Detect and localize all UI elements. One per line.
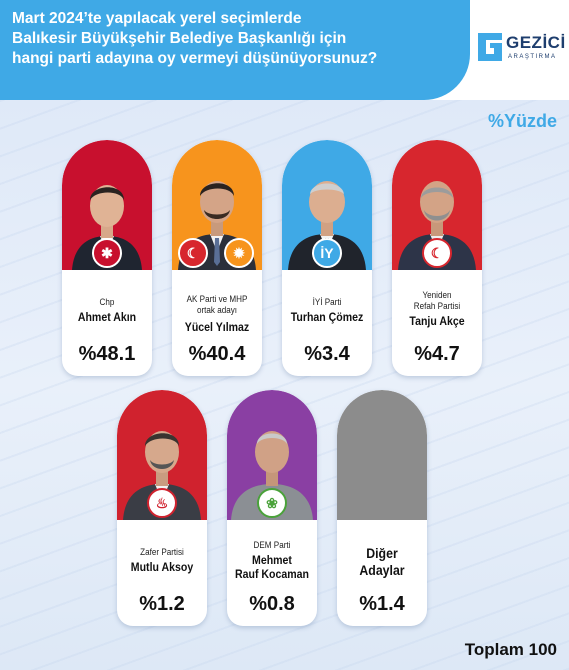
party-label-line: Yeniden — [422, 290, 452, 300]
candidate-card: ☾ ✹ AK Parti ve MHP ortak adayı Yücel Yıl… — [172, 140, 262, 376]
candidate-photo-placeholder — [337, 390, 427, 520]
total-label: Toplam 100 — [464, 640, 557, 659]
candidate-card: ♨ Zafer Partisi Mutlu Aksoy %1.2 — [117, 390, 207, 626]
party-label: Zafer Partisi — [140, 547, 184, 557]
vote-share: %40.4 — [188, 343, 246, 365]
logo-g-icon — [478, 33, 502, 61]
candidate-name-line: Adaylar — [359, 562, 405, 578]
candidate-name-line: Mehmet — [252, 553, 292, 567]
title-line: Balıkesir Büyükşehir Belediye Başkanlığı… — [12, 30, 347, 47]
vote-share: %4.7 — [414, 343, 460, 365]
chart-title: Mart 2024’te yapılacak yerel seçimlerde … — [12, 9, 452, 69]
candidate-card: ✱ Chp Ahmet Akın %48.1 — [62, 140, 152, 376]
candidate-photo: ☾ ✹ — [172, 140, 262, 270]
chp-logo-icon: ✱ — [92, 238, 122, 268]
vote-share: %1.4 — [359, 593, 405, 615]
candidate-name-line: Rauf Kocaman — [235, 567, 309, 581]
party-label: DEM Parti — [253, 540, 291, 550]
candidate-photo: ♨ — [117, 390, 207, 520]
party-label: İYİ Parti — [312, 297, 342, 307]
candidate-name: Diğer Adaylar — [342, 545, 421, 579]
logo-text: GEZİCİ — [506, 33, 566, 52]
candidate-photo: ☾ — [392, 140, 482, 270]
candidate-photo: ✱ — [62, 140, 152, 270]
zafer-partisi-logo-icon: ♨ — [147, 488, 177, 518]
header-band — [0, 0, 470, 100]
vote-share: %1.2 — [139, 593, 185, 615]
title-line: Mart 2024’te yapılacak yerel seçimlerde — [12, 10, 302, 27]
candidate-name: Mutlu Aksoy — [130, 560, 194, 574]
party-label: Yeniden Refah Partisi — [397, 290, 478, 312]
logo-subtext: ARAŞTIRMA — [508, 54, 557, 60]
party-label-line: ortak adayı — [196, 305, 238, 315]
candidate-card: Diğer Adaylar %1.4 — [337, 390, 427, 626]
iyi-parti-logo-icon: İY — [312, 238, 342, 268]
header: Mart 2024’te yapılacak yerel seçimlerde … — [0, 0, 569, 100]
party-label-line: AK Parti ve MHP — [186, 294, 248, 304]
vote-share: %0.8 — [249, 593, 295, 615]
party-label: AK Parti ve MHP ortak adayı — [177, 294, 258, 316]
yeniden-refah-logo-icon: ☾ — [422, 238, 452, 268]
candidate-name-line: Diğer — [366, 545, 398, 561]
candidate-name: Turhan Çömez — [290, 310, 364, 324]
unit-label: %Yüzde — [487, 111, 557, 131]
vote-share: %3.4 — [304, 343, 350, 365]
candidate-card: İY İYİ Parti Turhan Çömez %3.4 — [282, 140, 372, 376]
candidate-name: Yücel Yılmaz — [184, 320, 250, 334]
candidate-name: Ahmet Akın — [77, 310, 137, 324]
party-label: Chp — [99, 297, 115, 307]
ak-parti-logo-icon: ✹ — [224, 238, 254, 268]
title-line: hangi parti adayına oy vermeyi düşünüyor… — [12, 50, 378, 67]
candidate-card: ☾ Yeniden Refah Partisi Tanju Akçe %4.7 — [392, 140, 482, 376]
candidate-photo: ❀ — [227, 390, 317, 520]
party-label-line: Refah Partisi — [413, 301, 461, 311]
gezici-logo: GEZİCİ ARAŞTIRMA — [476, 31, 566, 67]
candidate-card: ❀ DEM Parti Mehmet Rauf Kocaman %0.8 — [227, 390, 317, 626]
candidate-name: Mehmet Rauf Kocaman — [232, 553, 311, 581]
candidate-photo: İY — [282, 140, 372, 270]
mhp-logo-icon: ☾ — [178, 238, 208, 268]
candidate-name: Tanju Akçe — [409, 314, 465, 328]
dem-parti-logo-icon: ❀ — [257, 488, 287, 518]
vote-share: %48.1 — [78, 343, 136, 365]
